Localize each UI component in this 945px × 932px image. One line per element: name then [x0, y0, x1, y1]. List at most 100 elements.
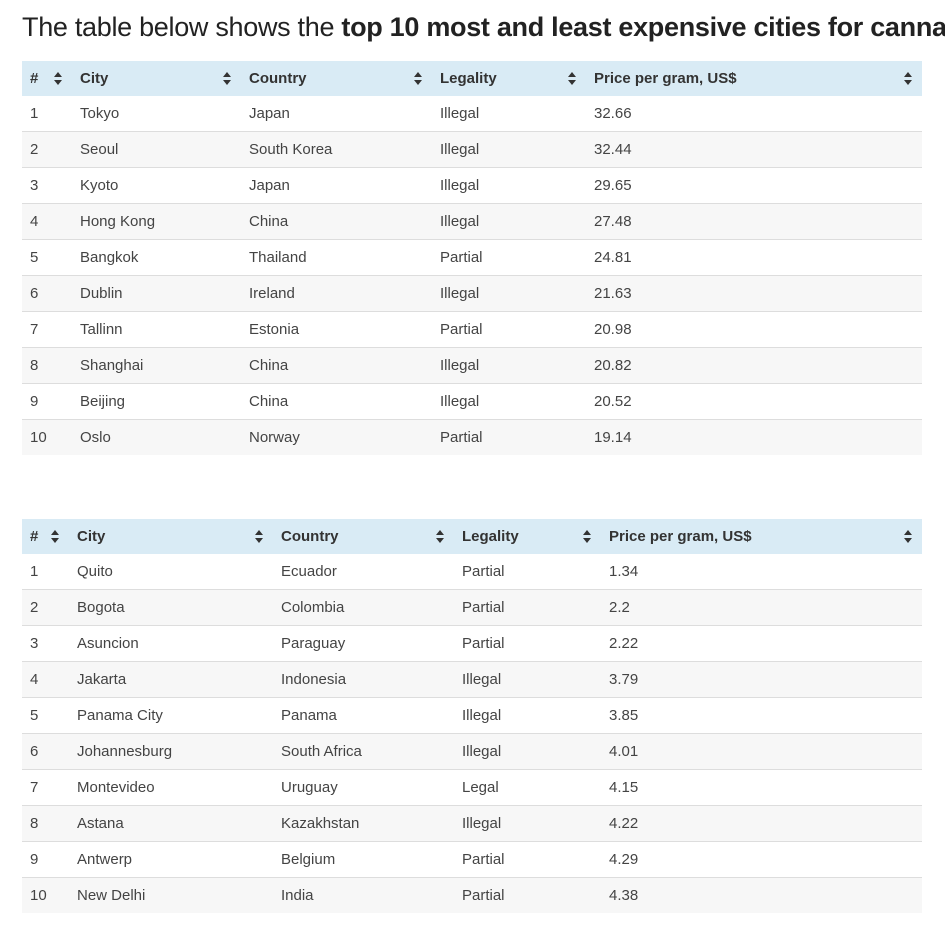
sort-icon[interactable] [223, 72, 233, 85]
cell-city: Johannesburg [69, 733, 273, 770]
cell-legality: Partial [454, 877, 601, 913]
table-row: 7 Tallinn Estonia Partial 20.98 [22, 311, 922, 348]
cell-legality: Illegal [432, 167, 586, 204]
cell-price: 2.2 [601, 589, 922, 626]
cell-city: Tallinn [72, 311, 241, 348]
table-row: 7 Montevideo Uruguay Legal 4.15 [22, 769, 922, 806]
cell-country: Norway [241, 419, 432, 455]
cell-legality: Partial [454, 554, 601, 590]
cell-price: 27.48 [586, 203, 922, 240]
column-header-label: Price per gram, US$ [609, 528, 752, 545]
cell-price: 24.81 [586, 239, 922, 276]
table-row: 4 Jakarta Indonesia Illegal 3.79 [22, 661, 922, 698]
cell-rank: 5 [22, 697, 69, 734]
cell-city: Antwerp [69, 841, 273, 878]
cell-city: Bogota [69, 589, 273, 626]
cell-country: China [241, 383, 432, 420]
sort-icon[interactable] [51, 530, 61, 543]
table-row: 10 New Delhi India Partial 4.38 [22, 877, 922, 913]
column-header-legality[interactable]: Legality [432, 61, 586, 96]
cell-rank: 10 [22, 877, 69, 913]
column-header-label: Country [249, 70, 307, 87]
cell-country: Kazakhstan [273, 805, 454, 842]
cell-city: Panama City [69, 697, 273, 734]
cell-country: Belgium [273, 841, 454, 878]
cell-legality: Illegal [432, 383, 586, 420]
cell-rank: 4 [22, 661, 69, 698]
sort-icon[interactable] [568, 72, 578, 85]
cell-rank: 4 [22, 203, 72, 240]
cell-legality: Illegal [454, 733, 601, 770]
column-header-price[interactable]: Price per gram, US$ [601, 519, 922, 554]
cell-legality: Illegal [432, 275, 586, 312]
table-row: 5 Panama City Panama Illegal 3.85 [22, 697, 922, 734]
cell-price: 2.22 [601, 625, 922, 662]
cell-country: Ecuador [273, 554, 454, 590]
cell-country: India [273, 877, 454, 913]
cell-country: Japan [241, 96, 432, 132]
column-header-label: # [30, 70, 39, 87]
cell-country: Japan [241, 167, 432, 204]
cell-country: China [241, 203, 432, 240]
cell-city: Asuncion [69, 625, 273, 662]
cell-legality: Illegal [432, 96, 586, 132]
column-header-label: Country [281, 528, 339, 545]
table-header-row: # City Country Legality Price per gram, … [22, 61, 922, 96]
cell-rank: 1 [22, 554, 69, 590]
column-header-number[interactable]: # [22, 61, 72, 96]
table-row: 9 Beijing China Illegal 20.52 [22, 383, 922, 420]
cell-price: 4.29 [601, 841, 922, 878]
column-header-number[interactable]: # [22, 519, 69, 554]
cell-country: Paraguay [273, 625, 454, 662]
intro-heading: The table below shows the top 10 most an… [22, 12, 945, 43]
cell-price: 19.14 [586, 419, 922, 455]
table-header-row: # City Country Legality Price per gram, … [22, 519, 922, 554]
column-header-city[interactable]: City [69, 519, 273, 554]
cell-rank: 5 [22, 239, 72, 276]
column-header-city[interactable]: City [72, 61, 241, 96]
table-row: 9 Antwerp Belgium Partial 4.29 [22, 841, 922, 878]
cell-city: Bangkok [72, 239, 241, 276]
sort-icon[interactable] [904, 530, 914, 543]
cell-legality: Partial [454, 625, 601, 662]
cell-legality: Partial [454, 841, 601, 878]
cell-city: New Delhi [69, 877, 273, 913]
cell-price: 3.79 [601, 661, 922, 698]
cell-rank: 3 [22, 167, 72, 204]
column-header-price[interactable]: Price per gram, US$ [586, 61, 922, 96]
cell-price: 21.63 [586, 275, 922, 312]
column-header-legality[interactable]: Legality [454, 519, 601, 554]
cell-price: 4.01 [601, 733, 922, 770]
cell-legality: Illegal [432, 203, 586, 240]
cell-rank: 9 [22, 383, 72, 420]
cell-price: 20.52 [586, 383, 922, 420]
cell-price: 1.34 [601, 554, 922, 590]
sort-icon[interactable] [583, 530, 593, 543]
cell-price: 4.22 [601, 805, 922, 842]
column-header-country[interactable]: Country [241, 61, 432, 96]
column-header-label: City [80, 70, 109, 87]
column-header-label: City [77, 528, 106, 545]
cell-rank: 1 [22, 96, 72, 132]
sort-icon[interactable] [255, 530, 265, 543]
table-row: 5 Bangkok Thailand Partial 24.81 [22, 239, 922, 276]
column-header-label: Legality [440, 70, 497, 87]
cell-legality: Illegal [454, 661, 601, 698]
cell-city: Astana [69, 805, 273, 842]
sort-icon[interactable] [436, 530, 446, 543]
cell-country: South Korea [241, 131, 432, 168]
cell-rank: 7 [22, 311, 72, 348]
column-header-country[interactable]: Country [273, 519, 454, 554]
cell-city: Montevideo [69, 769, 273, 806]
cell-price: 3.85 [601, 697, 922, 734]
cell-rank: 3 [22, 625, 69, 662]
cell-city: Seoul [72, 131, 241, 168]
table-row: 8 Shanghai China Illegal 20.82 [22, 347, 922, 384]
sort-icon[interactable] [904, 72, 914, 85]
cell-legality: Partial [432, 239, 586, 276]
cell-price: 20.82 [586, 347, 922, 384]
sort-icon[interactable] [54, 72, 64, 85]
cell-country: Thailand [241, 239, 432, 276]
cell-city: Kyoto [72, 167, 241, 204]
sort-icon[interactable] [414, 72, 424, 85]
